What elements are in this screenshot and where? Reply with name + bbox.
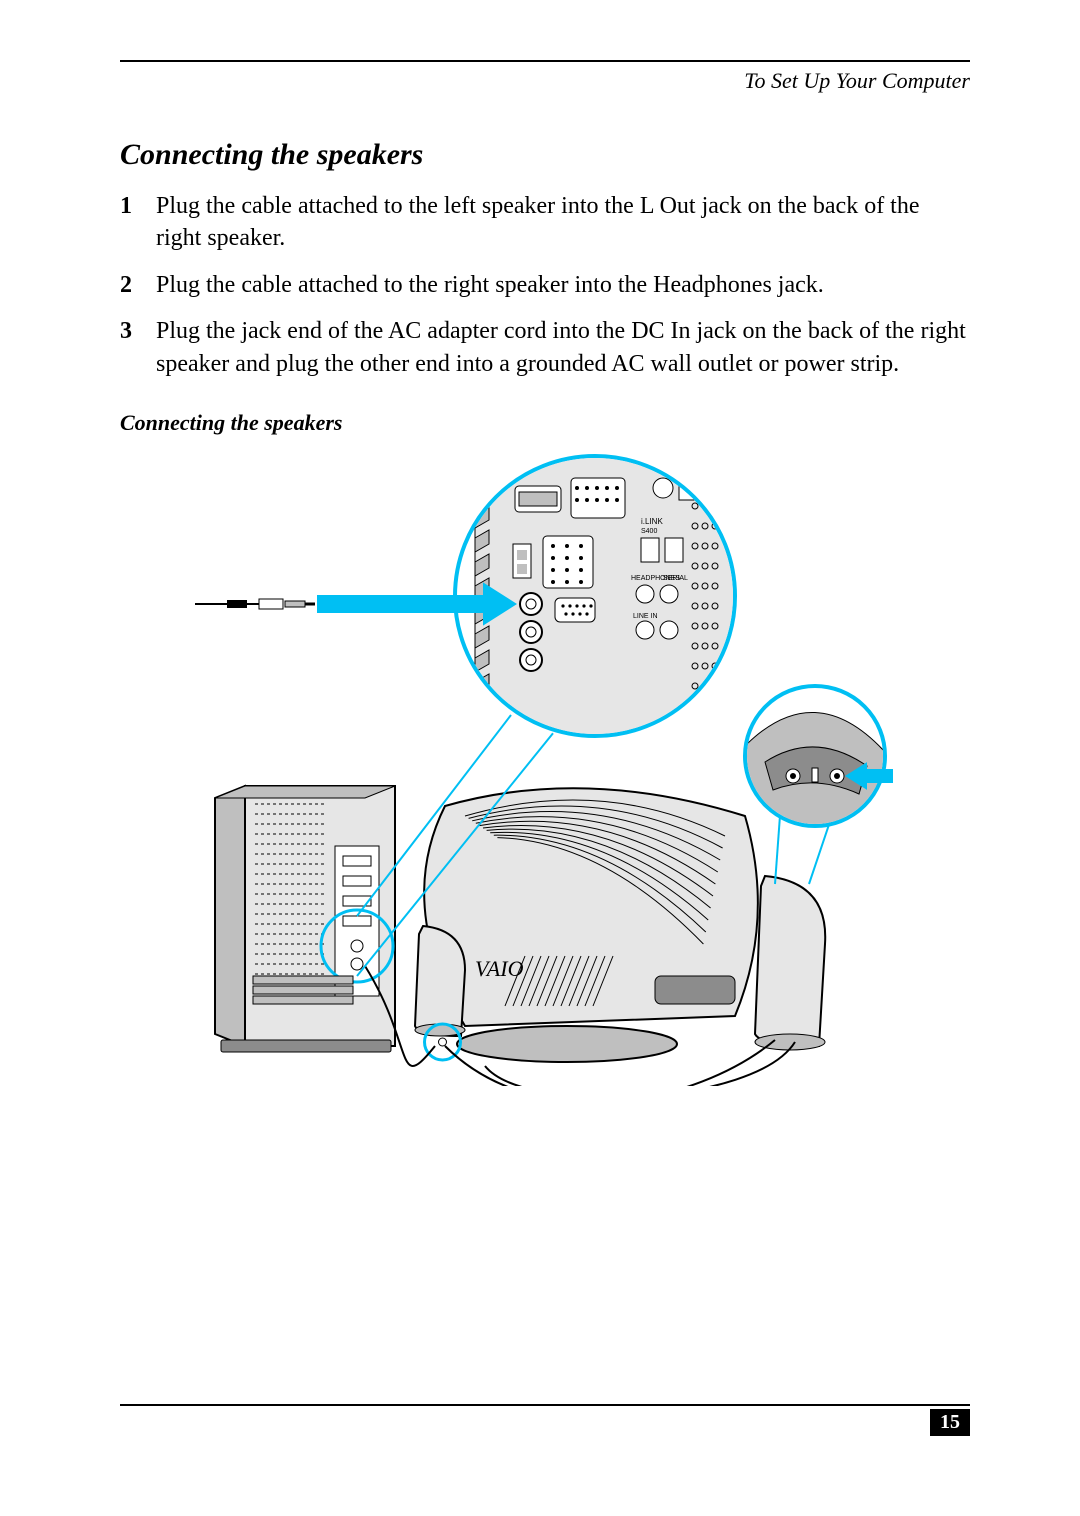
- svg-text:S400: S400: [641, 528, 657, 535]
- step-number: 3: [120, 315, 156, 347]
- svg-text:VAIO: VAIO: [475, 956, 524, 981]
- page-number-badge: 15: [930, 1409, 970, 1436]
- svg-text:i.LINK: i.LINK: [641, 517, 663, 526]
- figure-caption: Connecting the speakers: [120, 410, 970, 436]
- step-item: 1 Plug the cable attached to the left sp…: [120, 190, 970, 255]
- step-list: 1 Plug the cable attached to the left sp…: [120, 190, 970, 380]
- figure: VAIOi.LINKS400HEADPHONESSERIALLINE IN: [120, 446, 970, 1086]
- step-number: 1: [120, 190, 156, 222]
- step-number: 2: [120, 269, 156, 301]
- svg-text:LINE IN: LINE IN: [633, 613, 658, 620]
- step-item: 2 Plug the cable attached to the right s…: [120, 269, 970, 301]
- svg-text:SERIAL: SERIAL: [663, 575, 688, 582]
- step-item: 3 Plug the jack end of the AC adapter co…: [120, 315, 970, 380]
- step-text: Plug the cable attached to the right spe…: [156, 269, 970, 301]
- step-text: Plug the cable attached to the left spea…: [156, 190, 970, 255]
- running-header: To Set Up Your Computer: [120, 68, 970, 94]
- step-text: Plug the jack end of the AC adapter cord…: [156, 315, 970, 380]
- section-heading: Connecting the speakers: [120, 138, 970, 172]
- manual-page: To Set Up Your Computer Connecting the s…: [0, 0, 1080, 1516]
- header-rule: [120, 60, 970, 62]
- footer-rule: [120, 1404, 970, 1406]
